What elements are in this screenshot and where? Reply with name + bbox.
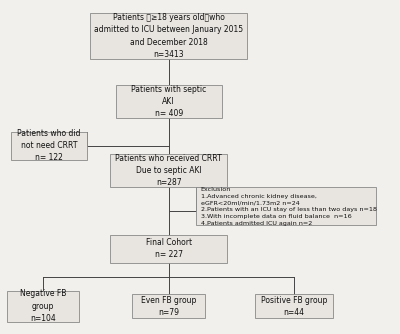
FancyBboxPatch shape: [255, 294, 333, 318]
Text: Patients with septic
AKI
n= 409: Patients with septic AKI n= 409: [131, 85, 206, 118]
FancyBboxPatch shape: [11, 132, 87, 160]
Text: Patients who received CRRT
Due to septic AKI
n=287: Patients who received CRRT Due to septic…: [115, 154, 222, 187]
FancyBboxPatch shape: [90, 13, 247, 59]
FancyBboxPatch shape: [196, 187, 376, 225]
Text: Patients who did
not need CRRT
n= 122: Patients who did not need CRRT n= 122: [17, 129, 81, 162]
Text: Even FB group
n=79: Even FB group n=79: [141, 296, 196, 317]
Text: Final Cohort
n= 227: Final Cohort n= 227: [146, 238, 192, 260]
FancyBboxPatch shape: [110, 235, 228, 263]
FancyBboxPatch shape: [7, 291, 80, 322]
FancyBboxPatch shape: [132, 294, 205, 318]
Text: Exclusion
1.Advanced chronic kidney disease,
eGFR<20ml/min/1.73m2 n=24
2.Patient: Exclusion 1.Advanced chronic kidney dise…: [201, 187, 377, 226]
FancyBboxPatch shape: [116, 85, 222, 118]
Text: Negative FB
group
n=104: Negative FB group n=104: [20, 290, 66, 323]
Text: Patients （≥18 years old）who
admitted to ICU between January 2015
and December 20: Patients （≥18 years old）who admitted to …: [94, 13, 243, 59]
Text: Positive FB group
n=44: Positive FB group n=44: [261, 296, 327, 317]
FancyBboxPatch shape: [110, 154, 228, 187]
